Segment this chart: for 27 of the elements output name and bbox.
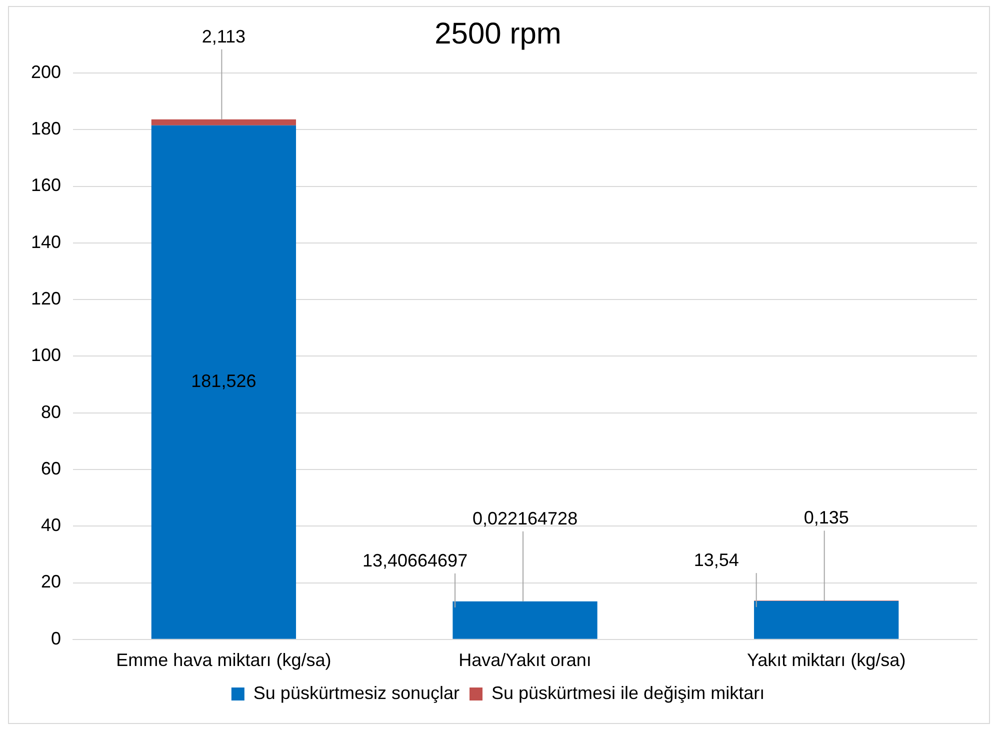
y-tick-label: 40 [41,515,62,536]
legend-label: Su püskürtmesiz sonuçlar [253,682,460,703]
y-tick-label: 0 [51,628,62,648]
data-label: 181,526 [191,371,256,392]
data-label: 13,40664697 [362,550,468,570]
data-label: 2,113 [202,26,246,46]
data-label: 0,022164728 [472,508,578,528]
legend-label: Su püskürtmesi ile değişim miktarı [492,682,765,703]
y-tick-label: 120 [30,288,62,309]
y-tick-label: 160 [30,175,62,196]
y-tick-label: 100 [30,345,62,366]
chart-title: 2500 rpm [434,17,562,50]
bar [452,601,598,639]
y-tick-label: 200 [30,62,62,82]
y-tick-label: 20 [41,572,62,592]
bar [151,125,296,639]
data-label: 0,135 [804,508,849,528]
bar [151,119,296,126]
y-tick-label: 180 [30,118,62,139]
data-label: 13,54 [694,550,739,570]
y-tick-label: 80 [41,402,62,422]
y-tick-label: 140 [30,232,62,252]
x-tick-label: Emme hava miktarı (kg/sa) [116,650,332,670]
x-tick-label: Hava/Yakıt oranı [458,650,592,670]
x-tick-label: Yakıt miktarı (kg/sa) [746,650,906,670]
y-tick-label: 60 [41,458,62,478]
bar [754,601,899,639]
